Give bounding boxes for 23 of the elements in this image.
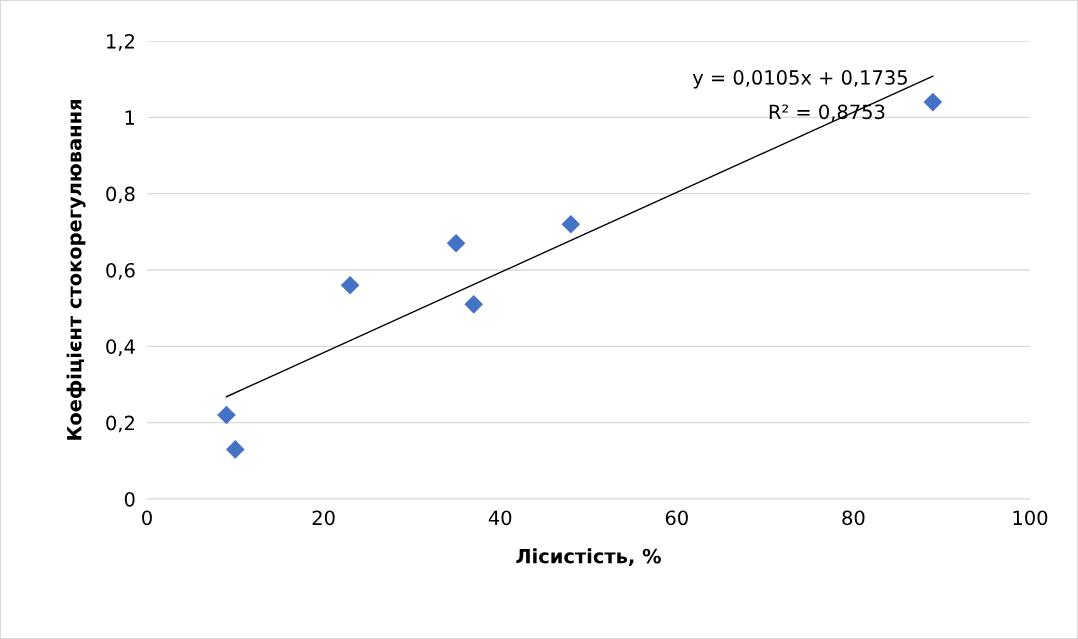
point [464,295,484,314]
x-tick-label: 20 [312,510,335,526]
x-tick-label: 100 [1013,510,1048,526]
point [217,405,236,425]
y-tick-label: 1 [125,110,135,125]
y-tick-label: 0 [124,491,135,507]
x-tick-label: 0 [142,510,152,526]
x-tick-label: 40 [488,510,512,526]
y-axis-title: Коефіцієнт стокорегулювання [66,100,86,440]
x-tick-label: 80 [842,510,865,526]
y-tick-label: 1,2 [107,33,134,51]
point [340,275,360,295]
point [446,233,466,253]
x-tick-label: 60 [665,510,688,526]
y-tick-label: 0,8 [106,186,135,204]
annotation: y = 0,0105x + 0,1735 [692,70,907,89]
point [561,214,581,234]
point [225,440,245,459]
y-tick-label: 0,4 [106,339,135,356]
y-tick-label: 0,2 [106,415,134,433]
x-axis-title: Лісистість, % [516,548,661,566]
y-tick-label: 0,6 [106,262,135,280]
point [923,92,943,112]
